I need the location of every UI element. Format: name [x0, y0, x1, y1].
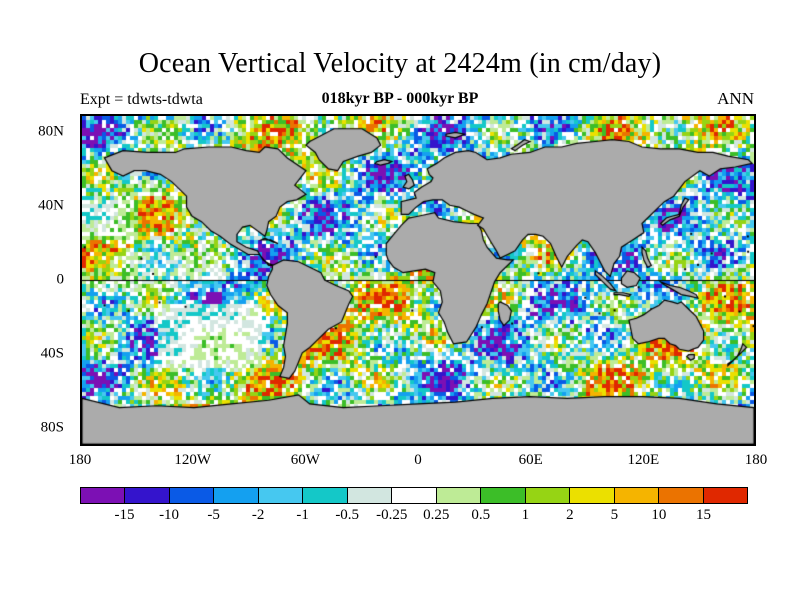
colorbar-cell	[435, 488, 481, 503]
lat-tick-label: 40S	[40, 345, 64, 362]
experiment-label: Expt = tdwts-tdwta	[80, 91, 203, 108]
colorbar-tick-label: 2	[566, 507, 574, 523]
colorbar-tick-label: -0.5	[335, 507, 360, 523]
colorbar-cell	[480, 488, 525, 503]
lon-tick-label: 180	[68, 452, 92, 468]
lon-tick-label: 60W	[290, 452, 320, 468]
period-subtitle: 018kyr BP - 000kyr BP	[321, 90, 479, 107]
colorbar-tick-label: -2	[251, 507, 265, 523]
map-frame	[80, 114, 756, 446]
colorbar-tick-label: 5	[610, 507, 619, 523]
lat-tick-label: 80N	[38, 123, 64, 140]
colorbar-cell	[213, 488, 258, 503]
colorbar-cell	[81, 488, 125, 503]
colorbar-cell	[569, 488, 614, 503]
lon-tick-label: 180	[744, 452, 768, 468]
colorbar-tick-label: -5	[207, 507, 220, 523]
colorbar-labels: -15 -10 -5 -2 -1 -0.5 -0.25 0.25 0.5 1 2 5 10 15	[80, 507, 748, 527]
lon-tick-label: 60E	[518, 452, 543, 468]
lat-tick-label: 80S	[40, 419, 64, 436]
colorbar-cell	[702, 488, 748, 503]
colorbar-tick-label: -1	[296, 507, 309, 523]
colorbar-tick-label: 10	[651, 507, 667, 523]
lat-axis: 80N 40N 0 40S 80S	[0, 114, 72, 446]
colorbar-tick-label: 0.5	[471, 507, 491, 523]
colorbar-cell	[346, 488, 392, 503]
season-label: ANN	[717, 89, 754, 108]
colorbar-cell	[257, 488, 303, 503]
colorbar-tick-label: -10	[159, 507, 180, 523]
colorbar-tick-label: -0.25	[376, 507, 408, 523]
lon-axis: 180 120W 60W 0 60E 120E 180	[69, 452, 768, 474]
colorbar-cell	[391, 488, 436, 503]
colorbar-tick-label: 15	[695, 507, 711, 523]
lon-tick-label: 120E	[627, 452, 660, 468]
colorbar-cell	[302, 488, 347, 503]
colorbar-cell	[124, 488, 169, 503]
colorbar-tick-label: 1	[521, 507, 530, 523]
colorbar	[80, 487, 748, 504]
lon-tick-label: 0	[414, 452, 422, 468]
chart-title: Ocean Vertical Velocity at 2424m (in cm/…	[138, 48, 662, 79]
colorbar-cell	[524, 488, 570, 503]
colorbar-cell	[168, 488, 214, 503]
lon-tick-label: 120W	[174, 452, 211, 468]
lat-tick-label: 0	[56, 271, 65, 288]
colorbar-tick-label: -15	[114, 507, 135, 523]
map-canvas	[82, 116, 754, 444]
lat-tick-label: 40N	[38, 197, 64, 214]
colorbar-cell	[613, 488, 659, 503]
colorbar-cell	[658, 488, 703, 503]
colorbar-tick-label: 0.25	[423, 507, 450, 523]
